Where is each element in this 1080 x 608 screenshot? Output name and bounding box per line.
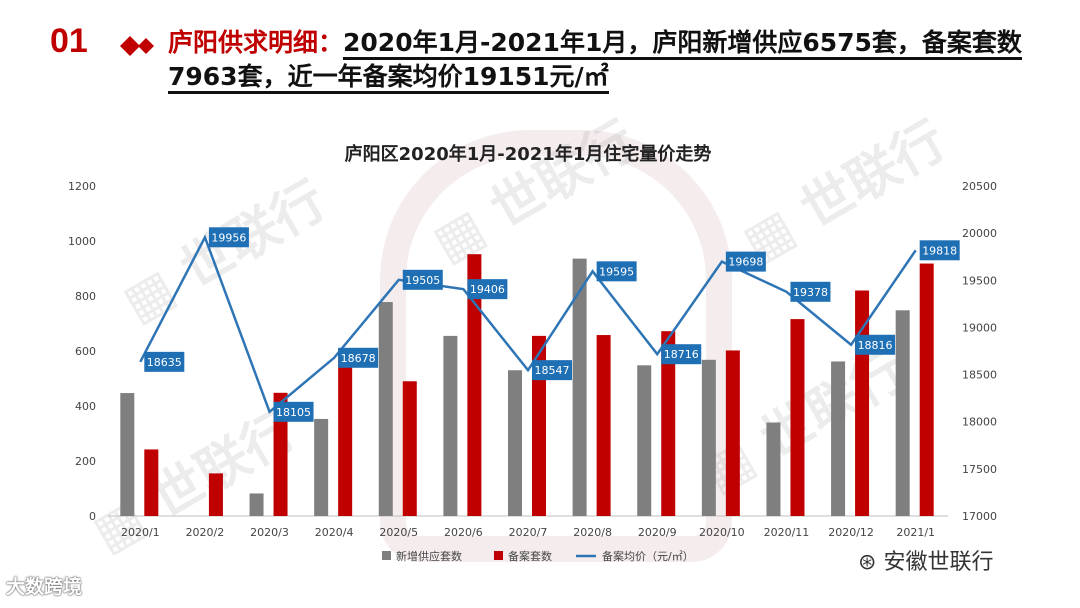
filed-bar xyxy=(532,335,546,516)
supply-bar xyxy=(572,258,587,516)
filed-bar xyxy=(273,392,288,516)
legend-label: 备案均价（元/㎡） xyxy=(602,549,694,563)
price-data-label: 19698 xyxy=(728,256,763,269)
filed-bar xyxy=(467,254,482,516)
price-data-label: 19595 xyxy=(599,265,634,278)
legend-swatch xyxy=(382,551,391,560)
legend-swatch xyxy=(494,551,503,560)
y-left-tick-label: 600 xyxy=(75,345,96,358)
price-label-box xyxy=(532,360,572,381)
x-tick-label: 2020/12 xyxy=(828,526,874,539)
price-label-box xyxy=(725,251,766,272)
y-right-tick-label: 18500 xyxy=(962,369,997,382)
price-label-box xyxy=(402,269,443,290)
price-data-label: 18678 xyxy=(341,352,376,365)
x-tick-label: 2020/8 xyxy=(573,526,612,539)
filed-bar xyxy=(208,473,223,516)
y-left-tick-label: 0 xyxy=(89,510,96,523)
footer-right-text: 安徽世联行 xyxy=(883,550,994,575)
filed-bar xyxy=(725,350,740,516)
y-right-tick-label: 17500 xyxy=(962,463,997,476)
supply-bar xyxy=(249,493,264,516)
supply-bar xyxy=(637,365,652,516)
supply-bar xyxy=(314,418,329,516)
y-left-tick-label: 400 xyxy=(75,400,96,413)
x-tick-label: 2020/7 xyxy=(509,526,548,539)
price-label-box xyxy=(596,261,637,282)
price-line xyxy=(139,234,917,414)
price-data-label: 18816 xyxy=(858,339,893,352)
price-label-box xyxy=(661,344,702,365)
y-left-tick-label: 1000 xyxy=(68,235,96,248)
price-label-box xyxy=(208,227,249,248)
wechat-icon: ⊛ xyxy=(858,550,877,575)
supply-bar xyxy=(120,393,135,516)
price-label-box xyxy=(467,279,508,300)
y-right-tick-label: 20500 xyxy=(962,180,997,193)
x-tick-label: 2020/2 xyxy=(186,526,225,539)
price-data-label: 19505 xyxy=(405,274,440,287)
y-right-tick-label: 19500 xyxy=(962,274,997,287)
price-label-box xyxy=(338,347,379,368)
supply-bar xyxy=(766,422,781,516)
supply-bar xyxy=(701,359,716,516)
footer-left-brand: 大数跨境 xyxy=(6,576,83,598)
x-tick-label: 2020/5 xyxy=(379,526,418,539)
x-tick-label: 2020/1 xyxy=(121,526,160,539)
y-left-tick-label: 1200 xyxy=(68,180,96,193)
price-data-label: 18716 xyxy=(664,348,699,361)
filed-bar xyxy=(402,381,417,516)
y-right-tick-label: 20000 xyxy=(962,227,997,240)
filed-bar xyxy=(144,449,159,516)
diamond-icon xyxy=(120,36,154,56)
y-left-tick-label: 800 xyxy=(75,290,96,303)
section-number: 01 xyxy=(50,22,88,60)
x-tick-label: 2020/4 xyxy=(315,526,354,539)
price-data-label: 18105 xyxy=(276,406,311,419)
supply-bar xyxy=(895,310,910,516)
price-data-label: 18635 xyxy=(147,356,182,369)
supply-bar xyxy=(443,335,458,516)
x-tick-label: 2021/1 xyxy=(896,526,935,539)
x-tick-label: 2020/11 xyxy=(764,526,810,539)
headline-red: 庐阳供求明细： xyxy=(168,28,344,57)
y-right-tick-label: 17000 xyxy=(962,510,997,523)
filed-bar xyxy=(855,290,870,516)
x-tick-label: 2020/6 xyxy=(444,526,483,539)
supply-bar xyxy=(508,370,522,516)
price-label-box xyxy=(855,334,896,355)
price-label-box xyxy=(144,351,185,372)
supply-bar xyxy=(831,361,846,516)
price-label-box xyxy=(919,240,960,261)
headline: 庐阳供求明细：2020年1月-2021年1月，庐阳新增供应6575套，备案套数7… xyxy=(168,26,1028,94)
x-tick-label: 2020/3 xyxy=(250,526,289,539)
y-left-tick-label: 200 xyxy=(75,455,96,468)
price-data-label: 19406 xyxy=(470,283,505,296)
filed-bar xyxy=(661,331,676,516)
filed-bar xyxy=(790,319,805,516)
x-tick-label: 2020/10 xyxy=(699,526,745,539)
price-data-label: 19818 xyxy=(922,244,957,257)
legend-label: 备案套数 xyxy=(508,549,552,563)
filed-bar xyxy=(919,263,934,516)
price-label-box xyxy=(790,281,831,302)
price-data-label: 19956 xyxy=(211,231,246,244)
price-label-box xyxy=(273,401,314,422)
price-data-label: 18547 xyxy=(535,364,570,377)
supply-bar xyxy=(378,302,393,516)
filed-bar xyxy=(338,348,353,516)
y-right-tick-label: 18000 xyxy=(962,416,997,429)
price-data-label: 19378 xyxy=(793,286,828,299)
filed-bar xyxy=(596,335,611,516)
footer-right-brand: ⊛ 安徽世联行 xyxy=(858,544,993,576)
chart-title: 庐阳区2020年1月-2021年1月住宅量价走势 xyxy=(345,143,712,165)
y-right-tick-label: 19000 xyxy=(962,321,997,334)
legend-label: 新增供应套数 xyxy=(396,549,462,563)
x-tick-label: 2020/9 xyxy=(638,526,677,539)
headline-black: 2020年1月-2021年1月，庐阳新增供应6575套，备案套数7963套，近一… xyxy=(168,28,1022,94)
